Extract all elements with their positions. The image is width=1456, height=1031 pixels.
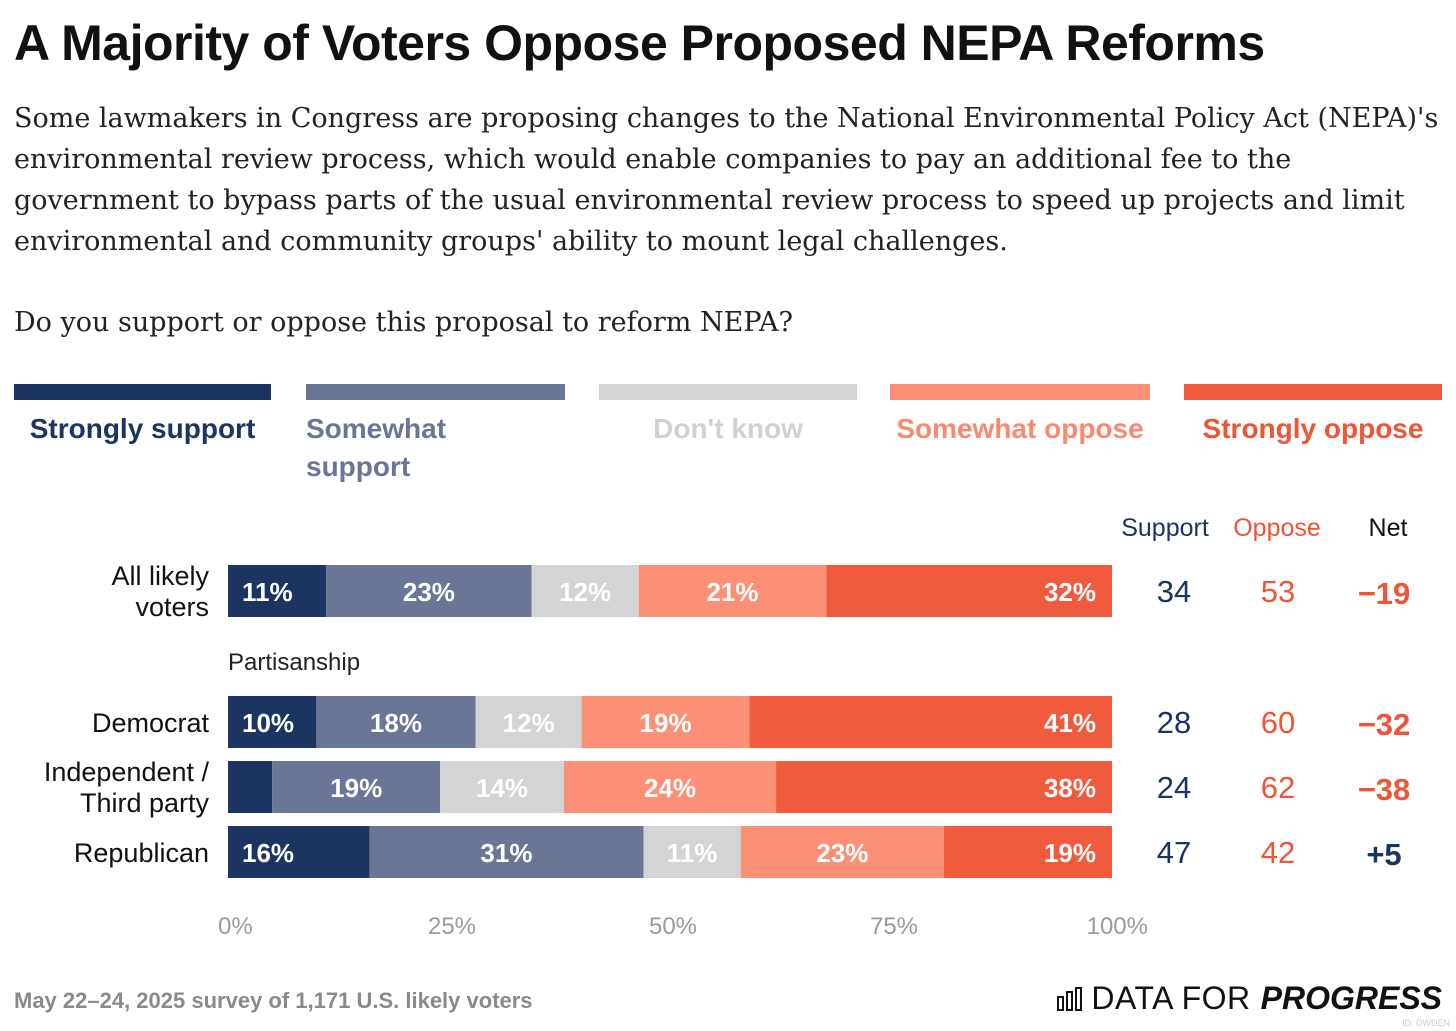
x-tick-label: 75% xyxy=(870,913,918,940)
bar-segment xyxy=(228,761,273,813)
bar-segment xyxy=(643,826,741,878)
bar-segment xyxy=(749,696,1112,748)
bar-segment xyxy=(638,565,827,617)
logo-text-progress: PROGRESS xyxy=(1260,980,1442,1016)
support-header: Support xyxy=(1121,514,1209,542)
data-label: 23% xyxy=(816,838,868,868)
legend-swatch xyxy=(890,384,1150,400)
group-label: Partisanship xyxy=(228,649,360,676)
data-label: 19% xyxy=(1044,838,1096,868)
net-value: −38 xyxy=(1358,772,1411,807)
bar-segment xyxy=(326,565,532,617)
data-label: 38% xyxy=(1044,773,1096,803)
bar-segment xyxy=(740,826,945,878)
x-tick-label: 50% xyxy=(649,913,697,940)
oppose-value: 60 xyxy=(1261,705,1295,740)
bar-segment xyxy=(776,761,1112,813)
x-tick-label: 0% xyxy=(218,913,253,940)
bar-segment xyxy=(316,696,476,748)
legend-swatch xyxy=(306,384,565,400)
data-label: 12% xyxy=(503,708,555,738)
data-label: 41% xyxy=(1044,708,1096,738)
data-label: 21% xyxy=(706,577,758,607)
category-label: Republican xyxy=(74,838,209,868)
legend-dont-know: Don't know xyxy=(599,384,857,474)
data-for-progress-logo: DATA FOR PROGRESS xyxy=(1057,980,1442,1017)
bar-segment xyxy=(228,696,317,748)
bar-chart-icon xyxy=(1057,986,1083,1011)
bar-segment xyxy=(228,826,370,878)
survey-footnote: May 22–24, 2025 survey of 1,171 U.S. lik… xyxy=(14,988,533,1013)
net-value: −19 xyxy=(1358,576,1411,611)
net-header: Net xyxy=(1369,514,1408,542)
bar-segment xyxy=(475,696,582,748)
bar-segment xyxy=(563,761,777,813)
legend-somewhat-support: Somewhat support xyxy=(306,384,565,482)
data-label: 10% xyxy=(242,708,294,738)
oppose-value: 62 xyxy=(1261,770,1295,805)
net-value: −32 xyxy=(1358,707,1411,742)
legend-swatch xyxy=(1184,384,1442,400)
bar-segment xyxy=(369,826,644,878)
legend-strongly-support: Strongly support xyxy=(14,384,271,474)
image-id: ID: DWDEN xyxy=(1402,1018,1450,1028)
bar-segment xyxy=(581,696,750,748)
oppose-value: 42 xyxy=(1261,835,1295,870)
data-label: 11% xyxy=(667,838,718,868)
data-label: 19% xyxy=(640,708,692,738)
support-value: 34 xyxy=(1157,574,1191,609)
legend-strongly-oppose: Strongly oppose xyxy=(1184,384,1442,474)
x-tick-label: 25% xyxy=(428,913,476,940)
bar-segment xyxy=(826,565,1112,617)
data-label: 32% xyxy=(1044,577,1096,607)
legend-swatch xyxy=(14,384,271,400)
category-label: All likely voters xyxy=(111,561,209,622)
data-label: 18% xyxy=(370,708,422,738)
bar-segment xyxy=(440,761,564,813)
legend-label: Strongly oppose xyxy=(1202,413,1424,444)
data-label: 24% xyxy=(644,773,696,803)
data-label: 19% xyxy=(330,773,382,803)
legend-swatch xyxy=(599,384,857,400)
data-label: 23% xyxy=(403,577,455,607)
legend-label: Somewhat oppose xyxy=(896,413,1144,444)
data-label: 16% xyxy=(242,838,294,868)
legend-label: Don't know xyxy=(653,413,803,444)
data-label: 11% xyxy=(242,577,293,607)
support-value: 47 xyxy=(1157,835,1191,870)
category-label: Democrat xyxy=(92,708,210,738)
x-tick-label: 100% xyxy=(1087,913,1148,940)
legend-somewhat-oppose: Somewhat oppose xyxy=(890,384,1150,474)
bar-segment xyxy=(228,565,327,617)
support-value: 24 xyxy=(1157,770,1191,805)
data-label: 14% xyxy=(476,773,528,803)
support-value: 28 xyxy=(1157,705,1191,740)
bar-segment xyxy=(272,761,441,813)
survey-question: Do you support or oppose this proposal t… xyxy=(14,307,793,338)
logo-text-data-for: DATA FOR xyxy=(1091,980,1251,1016)
bar-segment xyxy=(944,826,1112,878)
category-label: Independent / Third party xyxy=(44,757,210,818)
data-label: 12% xyxy=(559,577,611,607)
oppose-header: Oppose xyxy=(1233,514,1321,542)
chart-subtitle: Some lawmakers in Congress are proposing… xyxy=(14,103,1439,257)
bar-segment xyxy=(531,565,639,617)
legend-label: Somewhat support xyxy=(306,413,447,482)
oppose-value: 53 xyxy=(1261,574,1295,609)
chart-title: A Majority of Voters Oppose Proposed NEP… xyxy=(14,15,1265,71)
legend-label: Strongly support xyxy=(29,413,256,444)
data-label: 31% xyxy=(480,838,532,868)
net-value: +5 xyxy=(1366,837,1401,872)
